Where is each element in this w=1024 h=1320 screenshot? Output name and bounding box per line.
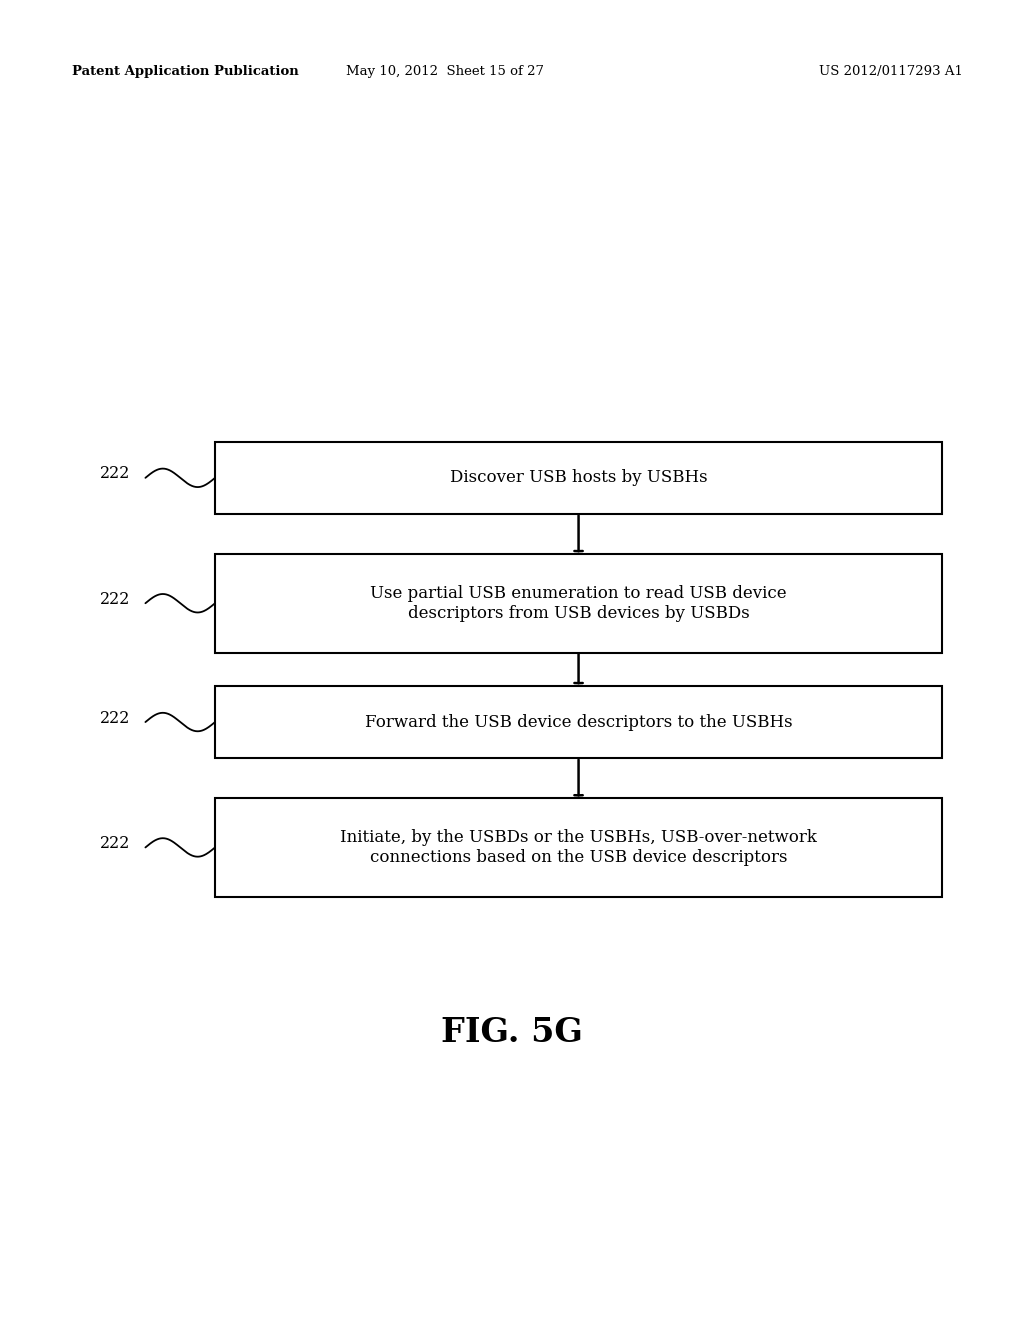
Bar — [215, 554, 942, 652]
Text: Patent Application Publication: Patent Application Publication — [72, 65, 298, 78]
Text: May 10, 2012  Sheet 15 of 27: May 10, 2012 Sheet 15 of 27 — [346, 65, 545, 78]
Text: 222: 222 — [99, 836, 130, 851]
Text: US 2012/0117293 A1: US 2012/0117293 A1 — [819, 65, 963, 78]
Text: Discover USB hosts by USBHs: Discover USB hosts by USBHs — [450, 470, 708, 486]
Bar — [215, 797, 942, 898]
Text: Initiate, by the USBDs or the USBHs, USB-over-network
connections based on the U: Initiate, by the USBDs or the USBHs, USB… — [340, 829, 817, 866]
Bar — [215, 441, 942, 513]
Text: Use partial USB enumeration to read USB device
descriptors from USB devices by U: Use partial USB enumeration to read USB … — [371, 585, 786, 622]
Text: 222: 222 — [99, 710, 130, 726]
Text: Forward the USB device descriptors to the USBHs: Forward the USB device descriptors to th… — [365, 714, 793, 730]
Bar — [215, 686, 942, 758]
Text: FIG. 5G: FIG. 5G — [441, 1016, 583, 1048]
Text: 222: 222 — [99, 466, 130, 482]
Text: 222: 222 — [99, 591, 130, 607]
